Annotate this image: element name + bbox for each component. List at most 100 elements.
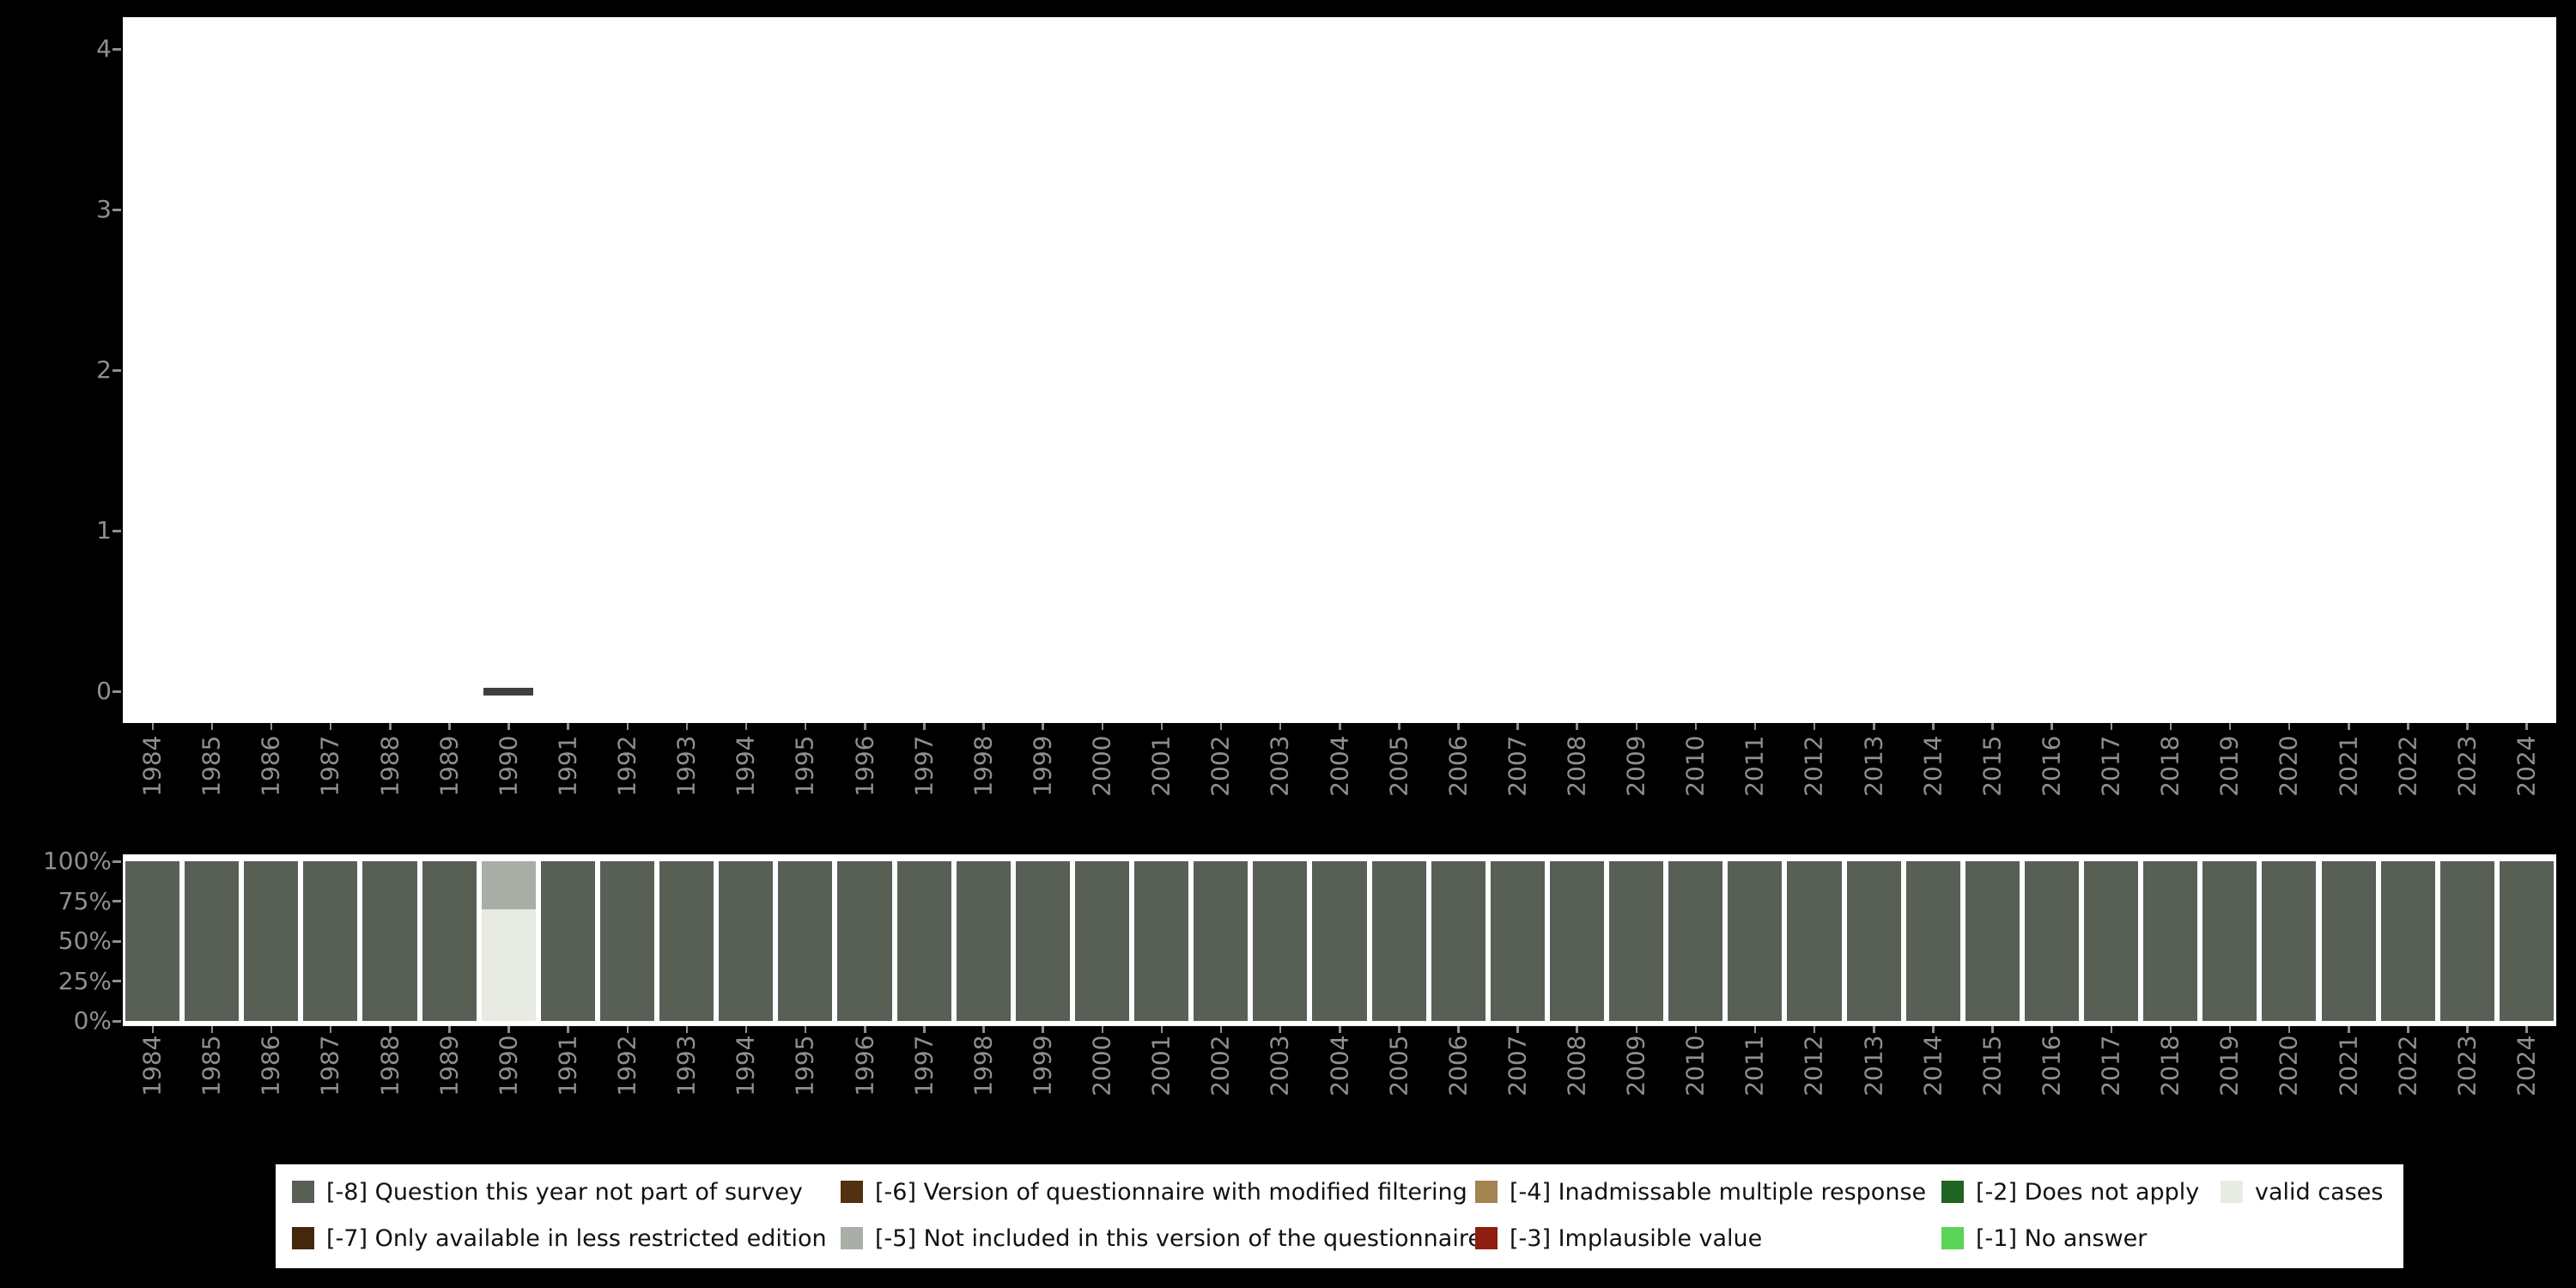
bottom-x-axis-tick (1813, 1026, 1816, 1033)
top-y-axis-tick (112, 529, 121, 532)
top-x-axis-tick (389, 723, 392, 730)
top-x-axis-tick (2287, 723, 2291, 730)
bottom-x-axis-tick (567, 1026, 569, 1033)
top-x-axis-label: 2006 (1443, 735, 1473, 797)
bottom-x-axis-label: 2012 (1799, 1035, 1828, 1097)
bottom-x-axis-tick (864, 1026, 866, 1033)
bottom-x-axis-tick (626, 1026, 629, 1033)
bottom-x-axis-tick (448, 1026, 451, 1033)
bottom-y-axis-tick (112, 939, 121, 943)
bottom-x-axis-tick (2348, 1026, 2350, 1033)
top-x-axis-label: 2013 (1859, 735, 1888, 797)
top-x-axis-label: 2002 (1206, 735, 1235, 797)
legend-item: [-4] Inadmissable multiple response (1475, 1175, 1926, 1209)
bottom-x-axis-label: 1984 (137, 1035, 167, 1097)
bottom-x-axis-label: 1999 (1028, 1035, 1057, 1097)
legend-item: [-6] Version of questionnaire with modif… (841, 1175, 1467, 1209)
top-x-axis-label: 2004 (1325, 735, 1353, 797)
bottom-x-axis-tick (1516, 1026, 1519, 1033)
top-x-axis-tick (1813, 723, 1816, 730)
bottom-x-axis-tick (1694, 1026, 1698, 1033)
top-x-axis-label: 1986 (256, 735, 285, 797)
bottom-x-axis-tick (1160, 1026, 1163, 1033)
legend-item: [-8] Question this year not part of surv… (292, 1175, 803, 1209)
bar-segment (1846, 861, 1901, 1021)
bottom-x-axis-tick (1101, 1026, 1103, 1033)
bottom-x-axis-label: 1985 (197, 1035, 226, 1097)
bottom-x-axis-tick (2110, 1026, 2113, 1033)
bottom-x-axis-label: 2019 (2215, 1035, 2244, 1097)
top-x-axis-tick (1042, 723, 1044, 730)
bottom-x-axis-label: 2014 (1918, 1035, 1947, 1097)
top-x-axis-label: 2015 (1978, 735, 2007, 797)
legend-swatch (1941, 1227, 1964, 1249)
bottom-x-axis-tick (2525, 1026, 2528, 1033)
top-x-axis-label: 1997 (909, 735, 939, 797)
bar-segment (481, 861, 536, 909)
top-x-axis-label: 1989 (434, 735, 464, 797)
bottom-y-axis-label: 50% (58, 927, 112, 955)
bottom-x-axis-label: 2015 (1978, 1035, 2007, 1097)
bar-segment (2499, 861, 2554, 1021)
bottom-x-axis-tick (2228, 1026, 2232, 1033)
bottom-x-axis-label: 2005 (1384, 1035, 1413, 1097)
bar-segment (1371, 861, 1426, 1021)
bottom-x-axis-label: 1998 (969, 1035, 998, 1097)
bar-segment (1490, 861, 1545, 1021)
top-x-axis-label: 1985 (197, 735, 226, 797)
bottom-x-axis-tick (2050, 1026, 2053, 1033)
legend-swatch (1475, 1227, 1498, 1249)
bar-segment (1312, 861, 1367, 1021)
bottom-y-axis-label: 25% (58, 966, 112, 995)
top-x-axis-tick (567, 723, 569, 730)
top-y-axis-tick (112, 690, 121, 693)
bar-segment (2321, 861, 2376, 1021)
top-x-axis-label: 1987 (315, 735, 344, 797)
legend-label: [-3] Implausible value (1510, 1224, 1763, 1252)
top-x-axis-label: 1988 (375, 735, 404, 797)
legend-label: [-7] Only available in less restricted e… (326, 1224, 827, 1252)
top-chart-plot (123, 17, 2556, 723)
top-x-axis-tick (1694, 723, 1698, 730)
bar-segment (1253, 861, 1308, 1021)
bottom-x-axis-label: 1987 (315, 1035, 344, 1097)
bottom-x-axis-label: 2011 (1740, 1035, 1769, 1097)
top-x-axis-tick (1753, 723, 1757, 730)
bottom-x-axis-tick (1576, 1026, 1578, 1033)
bottom-y-axis-tick (112, 1019, 121, 1023)
bar-segment (778, 861, 833, 1021)
top-x-axis-label: 1984 (137, 735, 167, 797)
bottom-x-axis-label: 2021 (2334, 1035, 2363, 1097)
bottom-x-axis-tick (1457, 1026, 1460, 1033)
legend-label: [-6] Version of questionnaire with modif… (875, 1178, 1467, 1206)
bottom-y-axis-label: 100% (42, 847, 112, 875)
bottom-x-axis-label: 2006 (1443, 1035, 1473, 1097)
legend-label: [-2] Does not apply (1976, 1178, 2200, 1206)
bottom-x-axis-label: 2002 (1206, 1035, 1235, 1097)
bottom-x-axis-label: 2016 (2037, 1035, 2066, 1097)
legend-swatch (841, 1181, 863, 1203)
top-x-axis-label: 1996 (850, 735, 879, 797)
top-x-axis-label: 2011 (1740, 735, 1769, 797)
bar-segment (2084, 861, 2139, 1021)
bottom-y-axis-tick (112, 900, 121, 902)
bottom-x-axis-tick (2169, 1026, 2172, 1033)
legend-item: [-3] Implausible value (1475, 1221, 1762, 1255)
bottom-x-axis-label: 1989 (434, 1035, 464, 1097)
bottom-x-axis-tick (507, 1026, 510, 1033)
bottom-x-axis-label: 1992 (612, 1035, 641, 1097)
bottom-x-axis-tick (1753, 1026, 1757, 1033)
bar-segment (125, 861, 180, 1021)
top-x-axis-tick (1932, 723, 1935, 730)
bottom-x-axis-label: 2001 (1146, 1035, 1176, 1097)
top-x-axis-tick (1516, 723, 1519, 730)
top-y-axis-label: 2 (96, 355, 112, 384)
top-x-axis-label: 2019 (2215, 735, 2244, 797)
top-x-axis-tick (1279, 723, 1282, 730)
top-y-axis-tick (112, 368, 121, 372)
bottom-x-axis-tick (1219, 1026, 1223, 1033)
top-x-axis-tick (2466, 723, 2469, 730)
bar-segment (1609, 861, 1664, 1021)
legend-swatch (2221, 1181, 2243, 1203)
top-x-axis-label: 2009 (1621, 735, 1650, 797)
